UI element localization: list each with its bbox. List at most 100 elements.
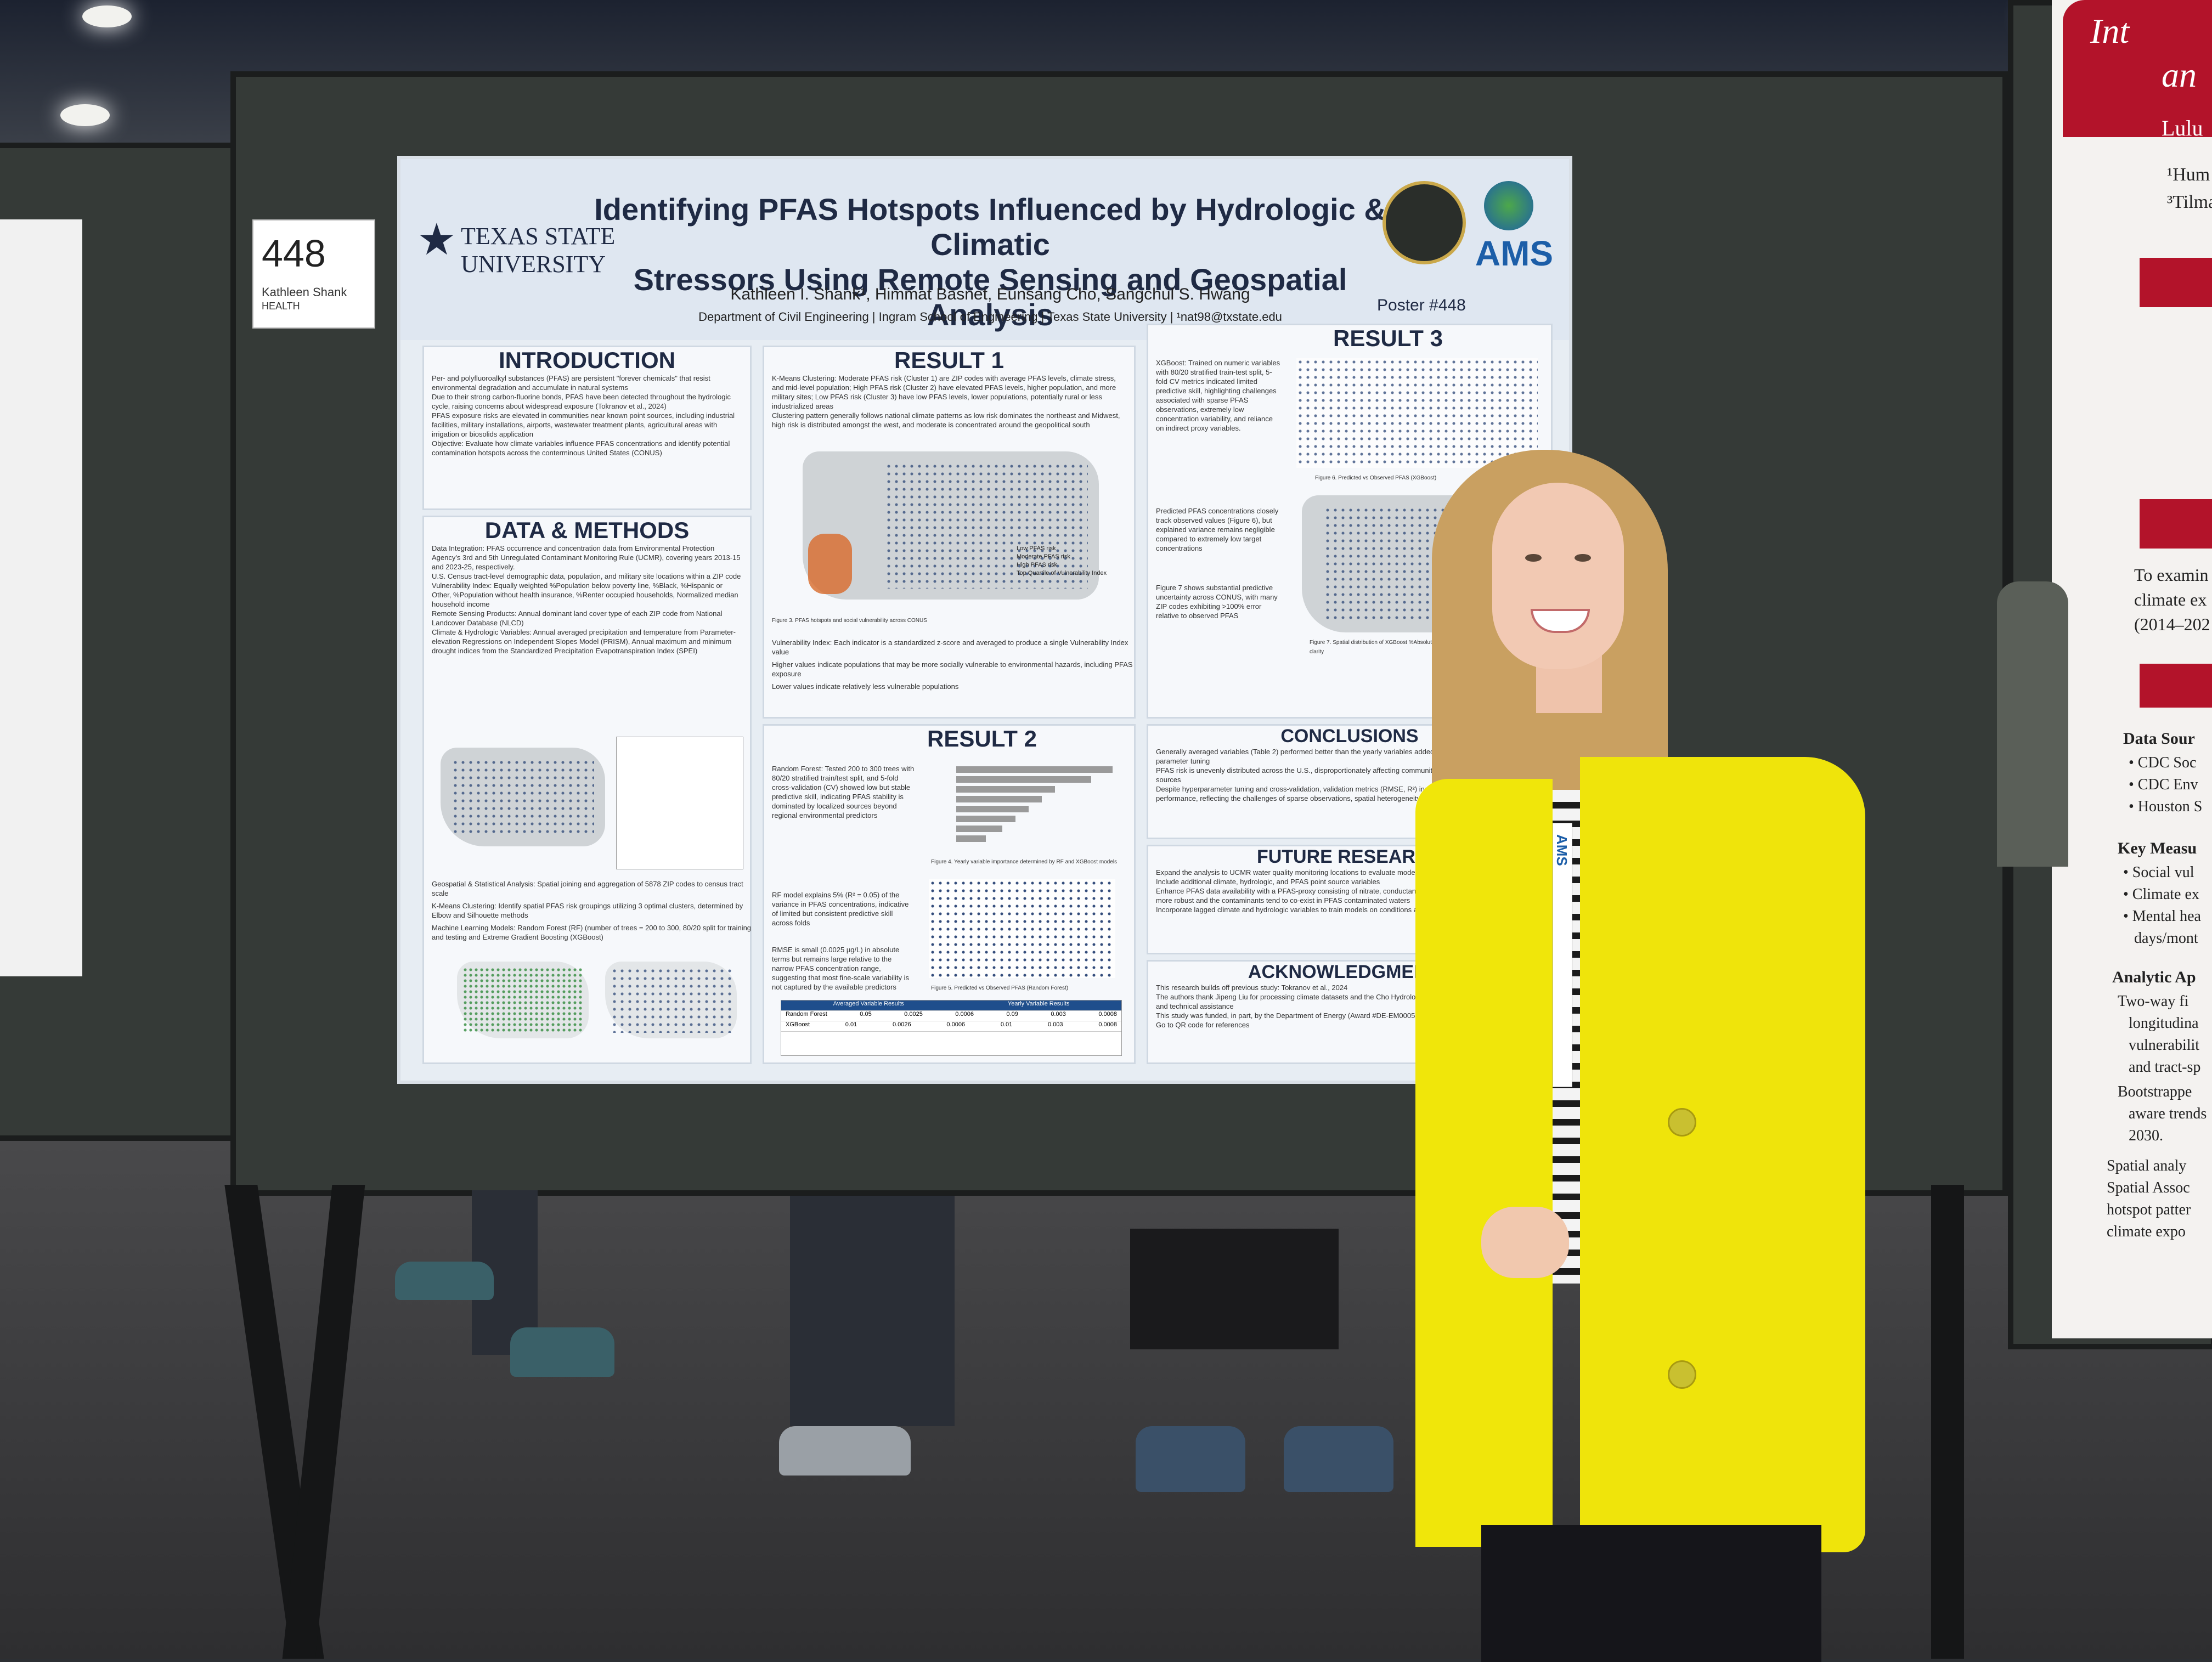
- result1-bullet: Higher values indicate populations that …: [772, 660, 1133, 678]
- right-poster-band: [2140, 664, 2212, 708]
- right-poster-text: • CDC Soc: [2129, 754, 2197, 771]
- section-heading: INTRODUCTION: [499, 347, 675, 373]
- star-icon: ★: [417, 215, 456, 264]
- presenter-face: [1492, 483, 1624, 669]
- training-map-figure: [457, 962, 589, 1038]
- right-poster-text: 2030.: [2129, 1127, 2163, 1144]
- introduction-section: INTRODUCTION Per- and polyfluoroalkyl su…: [422, 346, 752, 510]
- legend-item: Moderate PFAS risk: [1017, 553, 1070, 560]
- table-cell: 0.01: [845, 1021, 857, 1028]
- methods-bullet: Data Integration: PFAS occurrence and co…: [432, 544, 741, 571]
- importance-bar: [956, 826, 1002, 832]
- legend-item: High PFAS risk: [1017, 562, 1057, 568]
- right-poster-text: Spatial Assoc: [2107, 1179, 2190, 1196]
- result2-bullet: RF model explains 5% (R² = 0.05) of the …: [772, 891, 909, 927]
- section-heading: RESULT 1: [894, 347, 1004, 373]
- methods-bullet: Geospatial & Statistical Analysis: Spati…: [432, 880, 743, 897]
- legend-item: Top Quartile of Vulnerability Index: [1017, 570, 1107, 576]
- ceiling-light: [82, 5, 132, 27]
- background-shoe: [779, 1426, 911, 1476]
- section-heading: FUTURE RESEARCH: [1256, 846, 1443, 867]
- importance-bar: [956, 776, 1091, 783]
- presenter-name: Kathleen Shank: [262, 285, 347, 299]
- map-points: [462, 967, 583, 1033]
- table-cell: 0.003: [1048, 1021, 1063, 1028]
- right-poster-header: [2063, 0, 2212, 137]
- high-risk-cluster: [808, 534, 852, 594]
- ack-bullet: This research builds off previous study:…: [1156, 983, 1348, 992]
- result3-bullet: Predicted PFAS concentrations closely tr…: [1156, 507, 1279, 552]
- right-poster-text: climate expo: [2107, 1223, 2186, 1240]
- right-poster-text: • Social vul: [2123, 864, 2194, 881]
- smile: [1531, 609, 1590, 633]
- map-legend: Low PFAS risk Moderate PFAS risk High PF…: [1017, 545, 1107, 578]
- doe-seal-icon: [1383, 181, 1466, 264]
- background-shoe: [510, 1327, 614, 1377]
- result3-bullet: XGBoost: Trained on numeric variables wi…: [1156, 359, 1280, 432]
- eye: [1525, 554, 1542, 562]
- result1-bullet: Vulnerability Index: Each indicator is a…: [772, 638, 1128, 656]
- eye: [1575, 554, 1591, 562]
- presenter-trousers: [1481, 1525, 1821, 1662]
- map-points: [885, 462, 1088, 589]
- importance-bar: [956, 766, 1113, 773]
- right-poster-text: longitudina: [2129, 1015, 2199, 1032]
- lanyard-text: AMS: [1554, 834, 1570, 866]
- figure-caption: Figure 5. Predicted vs Observed PFAS (Ra…: [931, 985, 1069, 991]
- map-points: [611, 967, 731, 1033]
- methods-bullet: Vulnerability Index: Equally weighted %P…: [432, 581, 738, 608]
- result2-bullet: RMSE is small (0.0025 µg/L) in absolute …: [772, 946, 910, 991]
- blazer-button: [1668, 1360, 1696, 1389]
- table-cell: 0.003: [1051, 1011, 1066, 1017]
- section-heading: RESULT 2: [927, 726, 1037, 751]
- right-poster-text: Two-way fi: [2118, 993, 2189, 1010]
- table-cell: 0.0026: [892, 1021, 911, 1028]
- table-cell: 0.01: [1000, 1021, 1013, 1028]
- table-header-cell: Averaged Variable Results: [833, 1000, 904, 1007]
- result1-bullet: Lower values indicate relatively less vu…: [772, 682, 959, 691]
- right-poster-text: aware trends: [2129, 1105, 2207, 1122]
- right-poster-text: Lulu: [2162, 116, 2203, 140]
- future-bullet: Expand the analysis to UCMR water qualit…: [1156, 868, 1448, 877]
- legend-item: Low PFAS risk: [1017, 545, 1056, 552]
- table-cell: 0.09: [1006, 1011, 1018, 1017]
- background-person-legs: [790, 1196, 955, 1426]
- table-cell: 0.0008: [1098, 1011, 1117, 1017]
- comparison-table: Averaged Variable Results Yearly Variabl…: [781, 1000, 1122, 1056]
- figure-caption: Figure 4. Yearly variable importance det…: [931, 859, 1118, 865]
- right-poster-band: [2140, 258, 2212, 307]
- us-map-figure: [441, 748, 605, 846]
- ack-bullet: This study was funded, in part, by the D…: [1156, 1011, 1430, 1020]
- poster-number: Poster #448: [1377, 296, 1466, 314]
- xgboost-scatter-plot: [1296, 358, 1538, 468]
- right-poster-text: an: [2162, 55, 2197, 94]
- section-heading: CONCLUSIONS: [1280, 726, 1419, 747]
- research-poster: ★ TEXAS STATE UNIVERSITY Identifying PFA…: [400, 159, 1569, 1081]
- table-cell: 0.0025: [904, 1011, 923, 1017]
- data-methods-section: DATA & METHODS Data Integration: PFAS oc…: [422, 516, 752, 1064]
- right-poster-text: ¹Hum: [2167, 165, 2210, 185]
- testing-map-figure: [605, 962, 737, 1038]
- background-person: [1997, 581, 2068, 867]
- right-poster-text: • CDC Env: [2129, 776, 2198, 793]
- university-logo: TEXAS STATE UNIVERSITY: [461, 223, 616, 278]
- poster-title-line1: Identifying PFAS Hotspots Influenced by …: [594, 192, 1386, 262]
- poster-title: Identifying PFAS Hotspots Influenced by …: [592, 192, 1388, 332]
- booth-number-card: 448 Kathleen Shank HEALTH: [252, 219, 375, 329]
- importance-bar: [956, 796, 1042, 802]
- right-poster-text: (2014–202: [2134, 614, 2210, 634]
- ceiling-light: [60, 104, 110, 126]
- pfas-risk-map: [803, 451, 1099, 600]
- right-poster-text: ³Tilma: [2167, 192, 2212, 212]
- right-poster-text: Int: [2090, 12, 2130, 50]
- poster-header: ★ TEXAS STATE UNIVERSITY Identifying PFA…: [400, 159, 1569, 340]
- ams-globe-icon: [1484, 181, 1533, 230]
- table-header: Averaged Variable Results Yearly Variabl…: [781, 1000, 1121, 1011]
- right-poster-text: days/mont: [2134, 930, 2198, 947]
- right-poster-text: • Mental hea: [2123, 908, 2201, 925]
- figure-caption: Figure 6. Predicted vs Observed PFAS (XG…: [1315, 475, 1437, 481]
- result2-section: RESULT 2 Random Forest: Tested 200 to 30…: [763, 724, 1136, 1064]
- intro-bullet: Due to their strong carbon-fluorine bond…: [432, 393, 731, 410]
- right-poster-text: Bootstrappe: [2118, 1083, 2192, 1100]
- background-person: [1130, 1229, 1339, 1349]
